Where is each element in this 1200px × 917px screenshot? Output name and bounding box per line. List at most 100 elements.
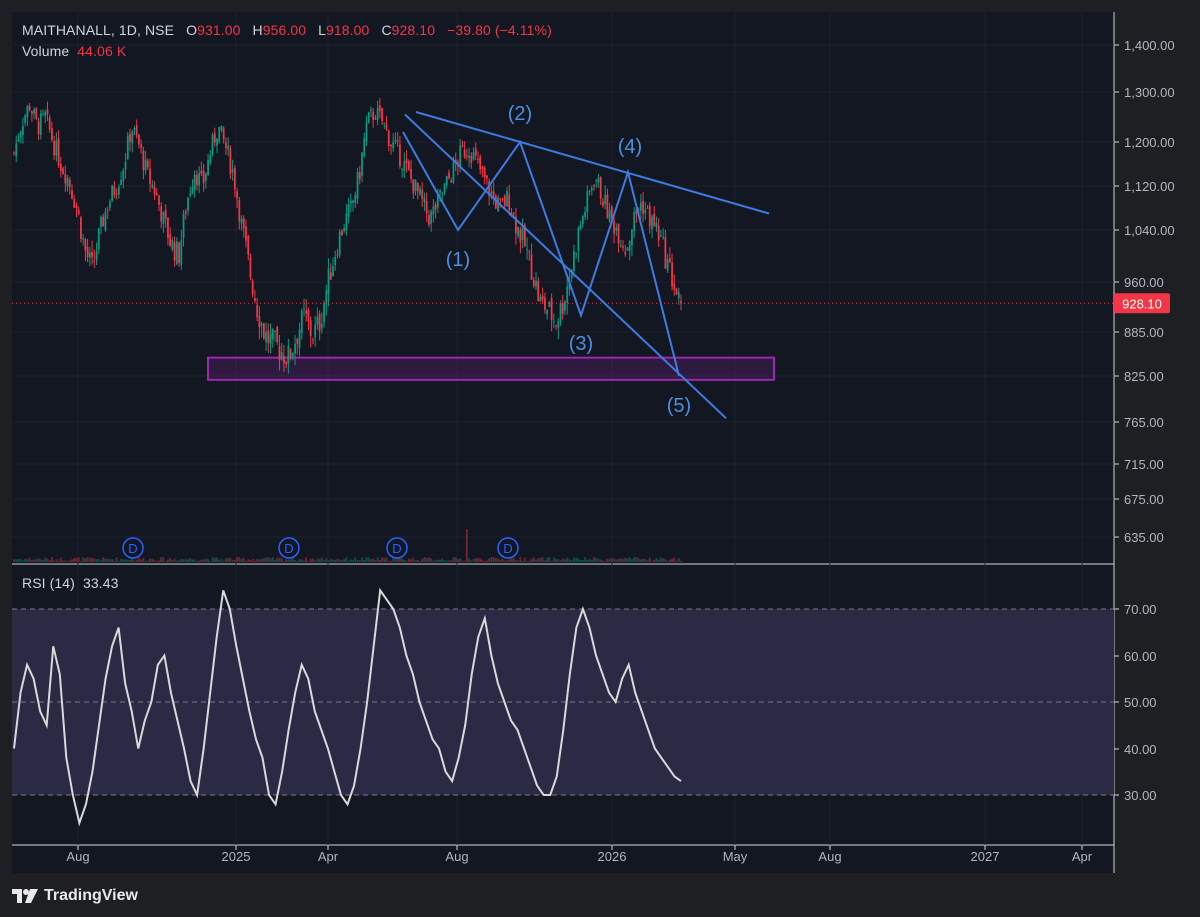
volume-bar: [376, 557, 379, 562]
dividend-marker[interactable]: [497, 537, 519, 559]
candle-body: [559, 302, 562, 322]
candle-body: [276, 326, 279, 343]
volume-bar: [463, 560, 466, 562]
volume-bar: [225, 558, 227, 562]
candle-body: [42, 113, 44, 115]
volume-bar: [289, 559, 292, 562]
volume-bar: [575, 557, 578, 562]
candle-body: [200, 170, 203, 174]
candle-body: [336, 254, 339, 256]
candle-body: [631, 229, 633, 246]
candle-body: [561, 303, 564, 314]
candle-body: [227, 145, 230, 150]
volume-bar: [300, 559, 303, 562]
candle-body: [403, 161, 406, 171]
volume-bar: [109, 559, 111, 562]
candle-body: [338, 231, 341, 256]
low-value: 918.00: [326, 22, 370, 38]
volume-bar: [595, 557, 598, 562]
candle-body: [162, 211, 165, 225]
volume-bar: [229, 557, 232, 562]
candle-body: [410, 169, 412, 179]
support-zone[interactable]: [207, 356, 775, 381]
candle-body: [164, 209, 167, 219]
volume-value: 44.06 K: [77, 43, 127, 59]
volume-bar: [624, 557, 627, 562]
volume-bar: [646, 560, 649, 562]
volume-bar: [17, 559, 20, 562]
volume-bar: [653, 559, 656, 562]
volume-bar: [39, 559, 42, 562]
candle-body: [178, 242, 180, 264]
candle-body: [180, 239, 183, 265]
volume-bar: [405, 560, 408, 562]
tradingview-brand[interactable]: TradingView: [12, 884, 138, 908]
volume-bar: [115, 557, 118, 562]
candle-body: [503, 196, 506, 207]
upper-trendline[interactable]: [415, 111, 770, 215]
volume-bar: [441, 558, 444, 562]
candle-body: [66, 177, 69, 187]
dividend-marker[interactable]: [386, 537, 408, 559]
price-tick-label: 765.00: [1124, 415, 1164, 430]
candle-body: [501, 198, 504, 200]
lower-trendline[interactable]: [404, 113, 727, 419]
volume-bar: [97, 559, 100, 562]
close-value: 928.10: [391, 22, 436, 38]
candle-body: [354, 194, 357, 203]
volume-bar: [260, 558, 263, 562]
dividend-marker[interactable]: [122, 537, 144, 559]
price-tick-label: 885.00: [1124, 325, 1164, 340]
rsi-tick-label: 70.00: [1124, 602, 1157, 617]
candle-body: [655, 222, 658, 228]
volume-bar: [394, 558, 397, 562]
volume-bar: [593, 557, 595, 562]
volume-bar: [327, 560, 330, 562]
volume-bar: [274, 559, 276, 562]
volume-bar: [312, 558, 314, 562]
dividend-marker-label: D: [128, 541, 137, 556]
candle-body: [586, 191, 589, 213]
candle-body: [19, 131, 22, 139]
volume-bar: [77, 557, 80, 562]
candle-body: [229, 148, 232, 174]
candle-body: [671, 262, 673, 287]
volume-bar: [622, 559, 624, 562]
volume-bar: [597, 558, 600, 562]
candle-body: [673, 283, 676, 290]
candle-body: [492, 191, 495, 198]
candle-body: [552, 321, 555, 323]
candle-body: [345, 213, 348, 231]
candle-body: [361, 152, 363, 176]
volume-bar: [401, 557, 404, 562]
volume-bar: [399, 557, 401, 562]
rsi-line[interactable]: [13, 587, 682, 827]
candle-body: [131, 131, 134, 144]
candle-body: [312, 339, 314, 341]
candle-body: [62, 168, 64, 175]
volume-bar: [124, 559, 127, 562]
volume-bar: [372, 558, 375, 562]
volume-bar: [131, 558, 134, 562]
volume-label: Volume: [22, 43, 70, 59]
candle-body: [599, 177, 602, 199]
candle-body: [657, 225, 660, 241]
dividend-marker-label: D: [503, 541, 512, 556]
volume-bar: [532, 557, 535, 562]
candle-body: [278, 346, 281, 360]
elliott-wave-path[interactable]: [402, 131, 680, 377]
volume-bar: [64, 560, 67, 562]
volume-bar: [216, 557, 218, 562]
volume-bar: [271, 557, 274, 562]
volume-bar: [610, 558, 613, 562]
candle-body: [300, 310, 303, 333]
volume-bar: [276, 557, 279, 562]
candle-body: [494, 196, 497, 209]
candle-body: [651, 216, 653, 230]
volume-bar: [175, 560, 178, 562]
candle-body: [71, 190, 73, 199]
dividend-marker[interactable]: [278, 537, 300, 559]
volume-bar: [265, 557, 267, 562]
candle-body: [207, 159, 209, 175]
